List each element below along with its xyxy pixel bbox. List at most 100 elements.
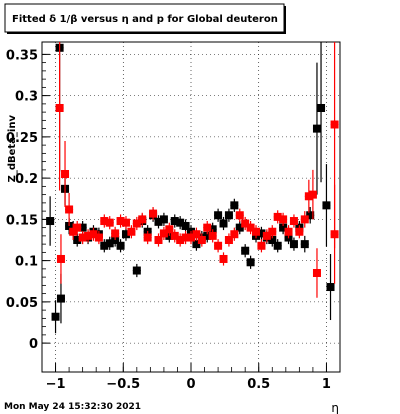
data-point — [219, 254, 228, 263]
data-point — [78, 223, 87, 232]
data-point — [181, 233, 190, 242]
data-point — [176, 236, 185, 244]
data-point — [165, 225, 174, 234]
y-tick-label: 0.1 — [15, 255, 38, 270]
data-point — [116, 217, 125, 226]
data-point — [268, 236, 277, 244]
data-point — [295, 227, 304, 236]
axes: 0 0.05 0.1 0.15 0.2 0.25 0.3 0.35 −1 −0.5 0 0.5 1 — [6, 48, 341, 392]
data-point — [208, 231, 217, 240]
data-point — [279, 215, 288, 224]
data-point — [111, 229, 120, 238]
title-box-shadow-right — [284, 6, 286, 34]
data-point — [322, 201, 331, 210]
data-point — [330, 230, 339, 239]
title-box-frame — [4, 3, 285, 33]
data-point — [203, 231, 212, 240]
y-axis-label: Z_dBeta_inv — [7, 115, 18, 183]
data-point — [257, 241, 266, 250]
data-point — [55, 104, 64, 112]
data-point — [187, 233, 195, 242]
data-point — [149, 209, 158, 218]
data-point — [138, 215, 147, 224]
data-point — [100, 241, 109, 250]
chart-title: Fitted δ 1/β versus η and p for Global d… — [12, 14, 278, 25]
data-point — [312, 269, 321, 277]
data-point — [100, 217, 109, 226]
y-tick-label: 0.05 — [6, 296, 38, 311]
title-box-shadow-bottom — [7, 32, 286, 34]
data-point — [214, 211, 223, 220]
y-tick-label: 0.25 — [6, 131, 38, 146]
data-point — [235, 211, 244, 220]
data-point — [300, 215, 309, 224]
data-point — [154, 217, 163, 226]
title-box: Fitted δ 1/β versus η and p for Global d… — [4, 3, 286, 34]
data-point — [65, 205, 74, 214]
data-point — [203, 223, 212, 232]
x-tick-label: 0.5 — [247, 377, 270, 392]
data-point — [170, 231, 179, 240]
data-point — [262, 231, 271, 240]
data-point — [121, 230, 130, 239]
data-point — [257, 229, 266, 238]
data-point — [61, 170, 70, 178]
data-point — [56, 254, 65, 263]
data-point — [330, 120, 339, 129]
data-point — [154, 236, 163, 244]
data-point — [224, 211, 233, 220]
data-point — [197, 236, 206, 244]
data-point — [73, 236, 82, 244]
data-point — [170, 217, 179, 226]
footer-timestamp: Mon May 24 15:32:30 2021 — [4, 402, 141, 412]
data-point — [159, 215, 168, 224]
data-point — [121, 218, 130, 227]
y-tick-label: 0 — [29, 337, 38, 352]
data-point — [176, 218, 185, 227]
data-point — [326, 283, 335, 292]
data-point — [246, 258, 255, 267]
y-tick-label: 0.3 — [15, 90, 38, 105]
data-point — [219, 219, 228, 228]
x-tick-label: −1 — [46, 377, 66, 392]
data-point — [289, 240, 298, 249]
data-point — [230, 201, 239, 210]
data-point — [235, 223, 244, 232]
data-point — [317, 104, 326, 112]
x-axis-label: η — [331, 401, 339, 414]
data-point — [56, 294, 65, 303]
data-point — [289, 217, 298, 226]
data-point — [181, 221, 190, 230]
data-point — [105, 239, 114, 248]
x-tick-label: −0.5 — [106, 377, 140, 392]
y-tick-label: 0.35 — [6, 48, 38, 63]
series-black — [46, 42, 335, 334]
data-point — [214, 241, 223, 250]
data-point — [132, 219, 141, 228]
data-point — [308, 190, 317, 199]
data-point — [230, 230, 239, 239]
data-point — [132, 266, 141, 275]
data-point — [252, 227, 261, 236]
data-point — [273, 212, 282, 221]
data-point — [279, 223, 288, 232]
data-point — [69, 227, 78, 236]
data-point — [192, 230, 201, 239]
x-tick-label: 0 — [186, 377, 195, 392]
data-point — [143, 233, 152, 242]
data-point — [73, 223, 82, 232]
data-point — [241, 246, 250, 255]
data-point — [51, 312, 60, 321]
y-tick-label: 0.15 — [6, 213, 38, 228]
data-point — [306, 211, 315, 220]
data-point — [284, 227, 293, 236]
data-point — [116, 241, 125, 250]
data-point — [273, 241, 282, 250]
data-point — [89, 230, 98, 239]
series-red — [55, 42, 339, 298]
data-point — [192, 240, 201, 249]
data-point — [127, 227, 136, 236]
data-point — [304, 192, 313, 201]
data-point — [159, 229, 168, 238]
